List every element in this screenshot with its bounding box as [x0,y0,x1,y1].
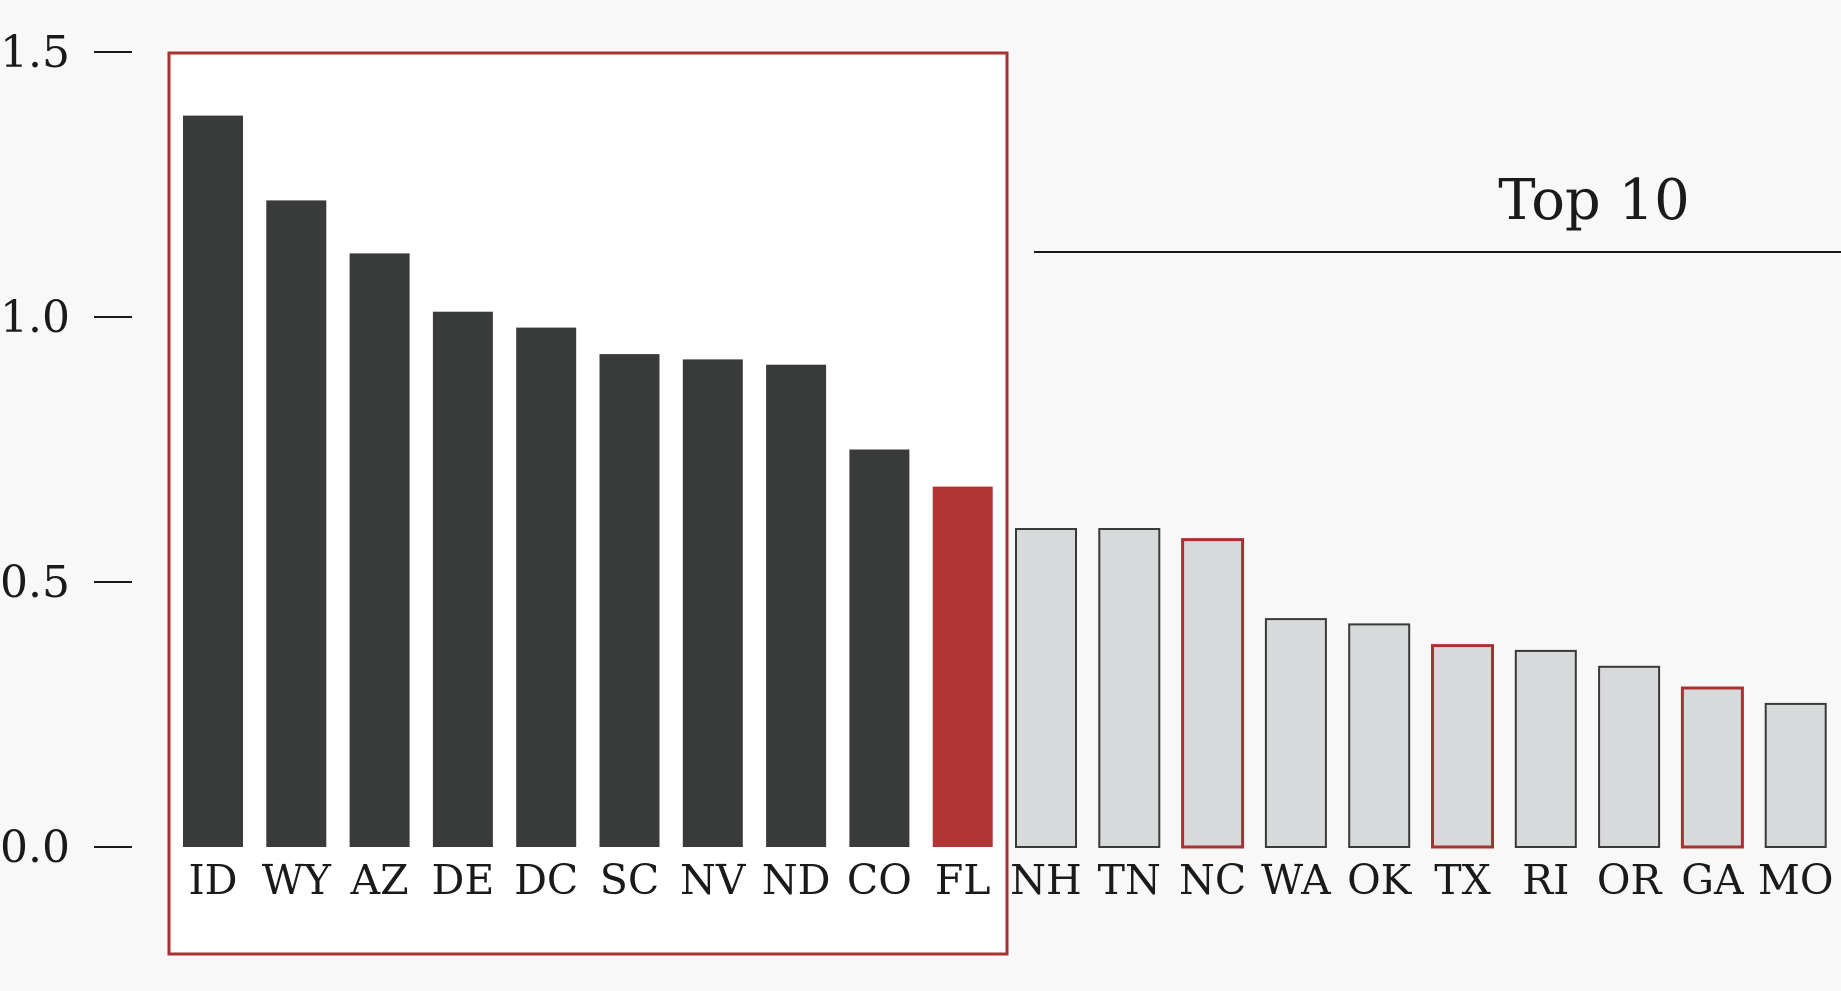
bar-dc [516,327,577,848]
y-tick-label: 1.0 [0,292,70,343]
bar-wa [1264,618,1327,848]
x-tick-label-ok: OK [1347,856,1413,904]
bar-nc [1181,538,1245,849]
bar-ri [1514,649,1577,849]
bar-ok [1348,623,1411,849]
x-tick-label-nd: ND [762,856,831,904]
x-tick-label-mo: MO [1758,856,1834,904]
bar-fl [932,486,993,847]
x-tick-label-fl: FL [935,856,991,904]
x-tick-label-sc: SC [600,856,659,904]
bar-nh [1015,528,1077,848]
x-tick-label-tx: TX [1434,856,1491,904]
x-tick-label-wa: WA [1261,856,1332,904]
bar-nd [766,364,827,847]
bar-tx [1431,644,1494,849]
bar-az [349,253,410,847]
bar-sc [599,354,660,847]
bar-tn [1098,528,1161,848]
x-axis-labels: ID WY AZ DE DC SC NV ND CO FL NH TN NC WA OK TX RI OR GA MO [188,856,1833,904]
x-tick-label-de: DE [431,856,494,904]
x-tick-label-or: OR [1597,856,1663,904]
x-tick-label-az: AZ [350,856,409,904]
bar-mo [1764,702,1827,849]
bar-co [849,449,910,847]
x-tick-label-nh: NH [1010,856,1082,904]
bar-id [183,115,243,848]
y-tick-label: 0.5 [0,557,70,608]
x-tick-label-ga: GA [1681,856,1745,904]
y-tick-label: 0.0 [0,822,70,873]
bar-nv [682,359,743,847]
x-tick-label-dc: DC [514,856,578,904]
y-axis: 0.0 0.5 1.0 1.5 [0,27,132,873]
y-tick-label: 1.5 [0,27,70,78]
bar-wy [266,200,327,847]
bar-or [1598,665,1661,848]
annotation-label: Top 10 [1498,168,1690,233]
x-tick-label-ri: RI [1522,856,1569,904]
x-tick-label-tn: TN [1098,856,1161,904]
x-tick-label-nv: NV [680,856,747,904]
bar-de [432,311,493,847]
x-tick-label-co: CO [847,856,912,904]
bar-ga [1680,686,1744,849]
x-tick-label-nc: NC [1179,856,1246,904]
bars-group [183,115,1827,849]
x-tick-label-wy: WY [262,856,332,904]
x-tick-label-id: ID [188,856,237,904]
